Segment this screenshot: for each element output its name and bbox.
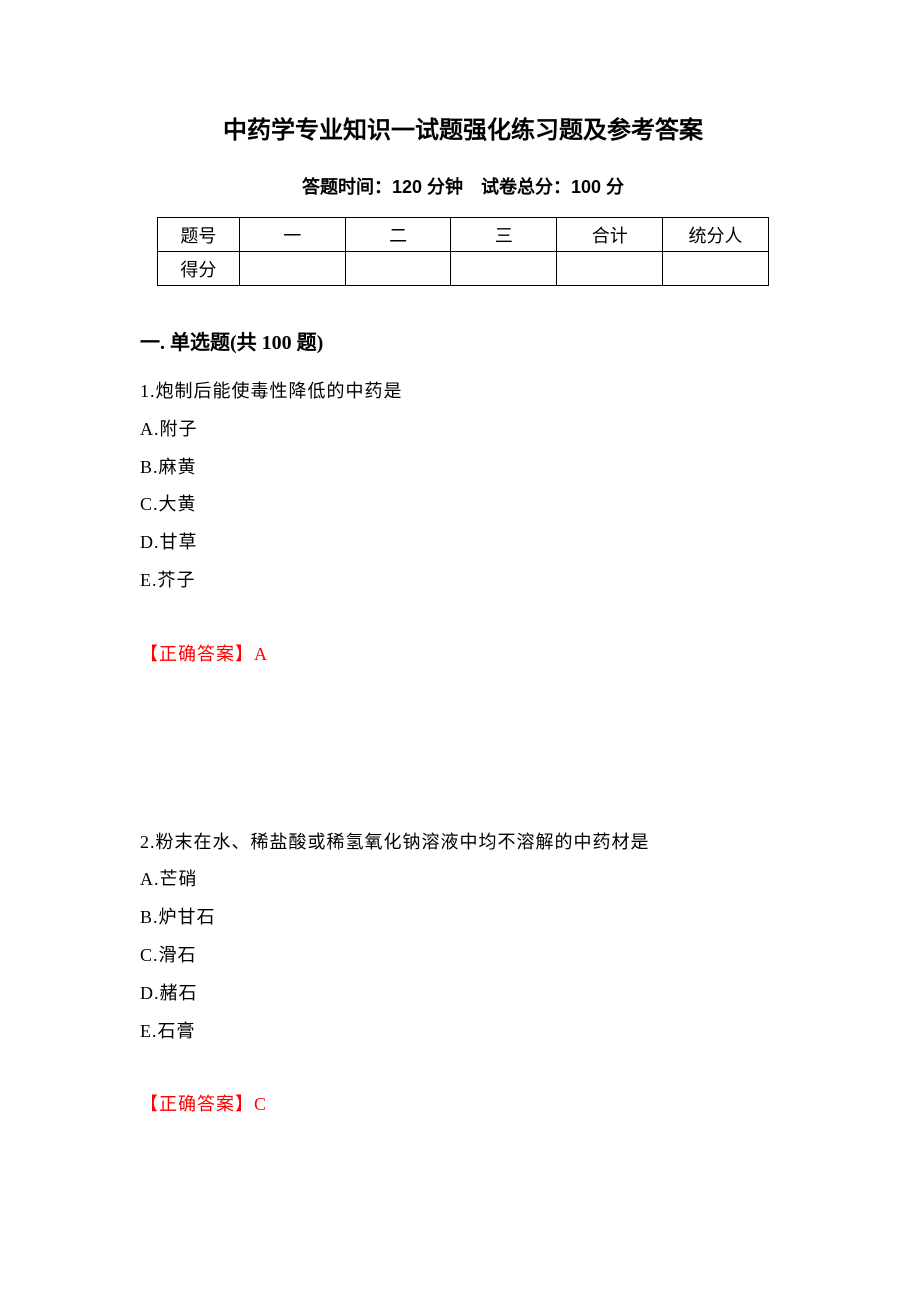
- answer-value: C: [254, 1094, 267, 1114]
- question-2: 2.粉末在水、稀盐酸或稀氢氧化钠溶液中均不溶解的中药材是 A.芒硝 B.炉甘石 …: [140, 824, 786, 1125]
- question-stem: 1.炮制后能使毒性降低的中药是: [140, 373, 786, 411]
- option-text: 麻黄: [159, 457, 197, 477]
- option-text: 赭石: [160, 983, 198, 1003]
- question-stem: 2.粉末在水、稀盐酸或稀氢氧化钠溶液中均不溶解的中药材是: [140, 824, 786, 862]
- option-label: A: [140, 419, 154, 439]
- question-option: B.炉甘石: [140, 899, 786, 937]
- table-header-cell: 统分人: [663, 218, 769, 252]
- answer-line: 【正确答案】C: [140, 1086, 786, 1124]
- option-text: 芥子: [158, 570, 196, 590]
- option-text: 石膏: [158, 1021, 196, 1041]
- option-label: A: [140, 869, 154, 889]
- option-label: E: [140, 570, 152, 590]
- option-text: 大黄: [159, 494, 197, 514]
- question-number: 2: [140, 832, 150, 852]
- table-header-cell: 三: [451, 218, 557, 252]
- answer-value: A: [254, 644, 268, 664]
- question-option: E.石膏: [140, 1013, 786, 1051]
- table-cell: 得分: [158, 252, 240, 286]
- table-cell: [663, 252, 769, 286]
- question-option: C.大黄: [140, 486, 786, 524]
- option-text: 甘草: [160, 532, 198, 552]
- table-row: 得分: [158, 252, 769, 286]
- table-row: 题号 一 二 三 合计 统分人: [158, 218, 769, 252]
- option-label: C: [140, 494, 153, 514]
- question-option: E.芥子: [140, 562, 786, 600]
- section-heading: 一. 单选题(共 100 题): [140, 326, 786, 355]
- option-label: B: [140, 457, 153, 477]
- option-label: D: [140, 983, 154, 1003]
- answer-prefix: 【正确答案】: [140, 644, 254, 664]
- table-cell: [345, 252, 451, 286]
- answer-prefix: 【正确答案】: [140, 1094, 254, 1114]
- option-text: 芒硝: [160, 869, 198, 889]
- question-stem-text: 粉末在水、稀盐酸或稀氢氧化钠溶液中均不溶解的中药材是: [156, 832, 650, 852]
- table-cell: [557, 252, 663, 286]
- question-option: A.芒硝: [140, 861, 786, 899]
- question-option: A.附子: [140, 411, 786, 449]
- table-cell: [239, 252, 345, 286]
- option-text: 附子: [160, 419, 198, 439]
- question-1: 1.炮制后能使毒性降低的中药是 A.附子 B.麻黄 C.大黄 D.甘草 E.芥子…: [140, 373, 786, 674]
- score-table: 题号 一 二 三 合计 统分人 得分: [157, 217, 769, 286]
- table-header-cell: 一: [239, 218, 345, 252]
- question-option: D.甘草: [140, 524, 786, 562]
- option-label: C: [140, 945, 153, 965]
- question-option: B.麻黄: [140, 449, 786, 487]
- table-header-cell: 二: [345, 218, 451, 252]
- option-text: 滑石: [159, 945, 197, 965]
- question-number: 1: [140, 381, 150, 401]
- answer-line: 【正确答案】A: [140, 636, 786, 674]
- question-option: D.赭石: [140, 975, 786, 1013]
- question-stem-text: 炮制后能使毒性降低的中药是: [156, 381, 403, 401]
- page-title: 中药学专业知识一试题强化练习题及参考答案: [140, 110, 786, 145]
- page-subtitle: 答题时间：120 分钟 试卷总分：100 分: [140, 173, 786, 199]
- option-label: E: [140, 1021, 152, 1041]
- option-label: D: [140, 532, 154, 552]
- table-cell: [451, 252, 557, 286]
- option-text: 炉甘石: [159, 907, 216, 927]
- table-header-cell: 题号: [158, 218, 240, 252]
- option-label: B: [140, 907, 153, 927]
- question-option: C.滑石: [140, 937, 786, 975]
- table-header-cell: 合计: [557, 218, 663, 252]
